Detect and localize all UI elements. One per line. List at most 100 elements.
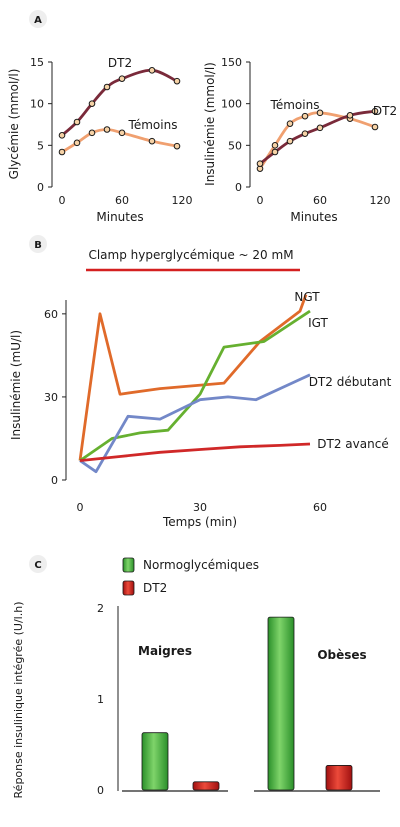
data-point-temoins [58, 148, 66, 156]
bar-obeses-dt2 [325, 765, 353, 791]
series-line-dt2-avance [79, 442, 311, 462]
data-point-temoins [371, 123, 379, 131]
tick-labels: 0 50 100 150 0 60 120 [221, 56, 391, 207]
series-lines [58, 67, 181, 156]
chart-title: Clamp hyperglycémique ~ 20 mM [88, 248, 293, 262]
data-point-temoins [103, 126, 111, 133]
y-tick-label: 0 [37, 181, 44, 194]
y-tick-label: 1 [97, 693, 104, 706]
x-axis-title: Minutes [290, 210, 337, 224]
data-point-temoins [271, 142, 279, 149]
data-point-temoins [316, 109, 324, 117]
bar-maigres-normoglycemiques [141, 732, 169, 791]
legend-swatch-normo [122, 557, 135, 573]
y-tick-label: 30 [44, 391, 58, 404]
data-point-dt2 [371, 107, 379, 115]
y-tick-label: 2 [97, 602, 104, 615]
category-label-maigres: Maigres [138, 644, 192, 658]
y-axis-title: Insulinémie (mmol/l) [203, 62, 217, 186]
x-tick-label: 120 [172, 194, 193, 207]
y-tick-label: 10 [30, 98, 44, 111]
y-tick-label: 150 [221, 56, 242, 69]
x-tick-label: 0 [257, 194, 264, 207]
x-tick-label: 60 [115, 194, 129, 207]
series-label-dt2-debutant: DT2 débutant [309, 375, 392, 389]
data-point-dt2 [148, 67, 156, 74]
chart-glycemie: Glycémie (mmol/l) Minutes 0 5 10 15 0 60 120 D… [7, 56, 193, 224]
y-axis-title: Réponse insulinique intégrée (U/l.h) [12, 602, 25, 799]
panel-label-b-text: B [34, 240, 42, 251]
tick-labels: 0 30 60 0 30 60 [44, 308, 327, 514]
panel-label-a: A [29, 10, 47, 28]
data-point-temoins [301, 112, 309, 120]
chart-reponse-integree: Normoglycémiques DT2 Réponse insulinique… [12, 557, 380, 799]
data-point-temoins [88, 129, 96, 137]
data-point-dt2 [346, 112, 354, 119]
y-tick-label: 50 [228, 139, 242, 152]
bar-maigres-dt2 [192, 781, 220, 791]
panel-label-c: C [29, 555, 47, 573]
data-point-temoins [73, 139, 81, 147]
panel-label-c-text: C [34, 560, 41, 571]
data-point-dt2 [58, 132, 66, 139]
data-point-temoins [148, 137, 156, 145]
x-tick-label: 60 [313, 194, 327, 207]
y-tick-label: 5 [37, 139, 44, 152]
data-point-dt2 [271, 148, 279, 156]
panel-label-b: B [29, 235, 47, 253]
series-label-dt2: DT2 [373, 104, 397, 118]
y-axis-title: Glycémie (mmol/l) [7, 69, 21, 180]
y-axis-title: Insulinémie (mU/l) [9, 330, 23, 440]
chart-clamp: Clamp hyperglycémique ~ 20 mM Insulinémi… [9, 248, 392, 529]
data-point-temoins [173, 142, 181, 150]
y-tick-label: 0 [235, 181, 242, 194]
data-point-dt2 [88, 100, 96, 107]
series-line-ngt [78, 294, 308, 461]
series-line-dt2 [258, 109, 377, 166]
x-tick-label: 0 [77, 501, 84, 514]
series-label-igt: IGT [308, 316, 328, 330]
series-lines [256, 107, 379, 172]
series-lines [78, 294, 311, 474]
y-tick-label: 15 [30, 56, 44, 69]
bars [122, 616, 380, 792]
x-axis-title: Temps (min) [162, 515, 237, 529]
x-tick-label: 60 [313, 501, 327, 514]
data-point-dt2 [286, 137, 294, 145]
series-label-temoins: Témoins [128, 118, 178, 132]
x-tick-label: 30 [193, 501, 207, 514]
y-tick-label: 0 [51, 474, 58, 487]
series-label-dt2-avance: DT2 avancé [317, 437, 388, 451]
data-point-dt2 [103, 83, 111, 91]
data-point-dt2 [316, 124, 324, 132]
chart-insulinemie: Insulinémie (mmol/l) Minutes 0 50 100 150 0 6… [203, 56, 397, 224]
data-point-dt2 [73, 118, 81, 126]
category-label-obeses: Obèses [317, 648, 366, 662]
legend-label-dt2: DT2 [143, 581, 167, 595]
data-point-temoins [118, 129, 126, 137]
tick-labels: 0 5 10 15 0 60 120 [30, 56, 193, 207]
bar-obeses-normoglycemiques [267, 616, 295, 791]
tick-labels: 0 1 2 [97, 602, 104, 797]
series-line-dt2-debutant [79, 373, 311, 474]
x-tick-label: 0 [59, 194, 66, 207]
data-point-dt2 [118, 75, 126, 82]
series-label-dt2: DT2 [108, 56, 132, 70]
x-axis-title: Minutes [96, 210, 143, 224]
x-tick-label: 120 [370, 194, 391, 207]
data-point-dt2 [256, 160, 264, 167]
legend: Normoglycémiques DT2 [122, 557, 259, 596]
data-point-dt2 [301, 130, 309, 137]
legend-swatch-dt2 [122, 580, 135, 596]
y-tick-label: 100 [221, 98, 242, 111]
y-tick-label: 60 [44, 308, 58, 321]
panel-label-a-text: A [34, 15, 42, 26]
data-point-temoins [286, 120, 294, 127]
series-label-ngt: NGT [294, 290, 320, 304]
series-line-temoins [258, 111, 377, 171]
legend-label-normo: Normoglycémiques [143, 558, 259, 572]
y-tick-label: 0 [97, 784, 104, 797]
series-label-temoins: Témoins [270, 98, 320, 112]
data-point-dt2 [173, 77, 181, 85]
